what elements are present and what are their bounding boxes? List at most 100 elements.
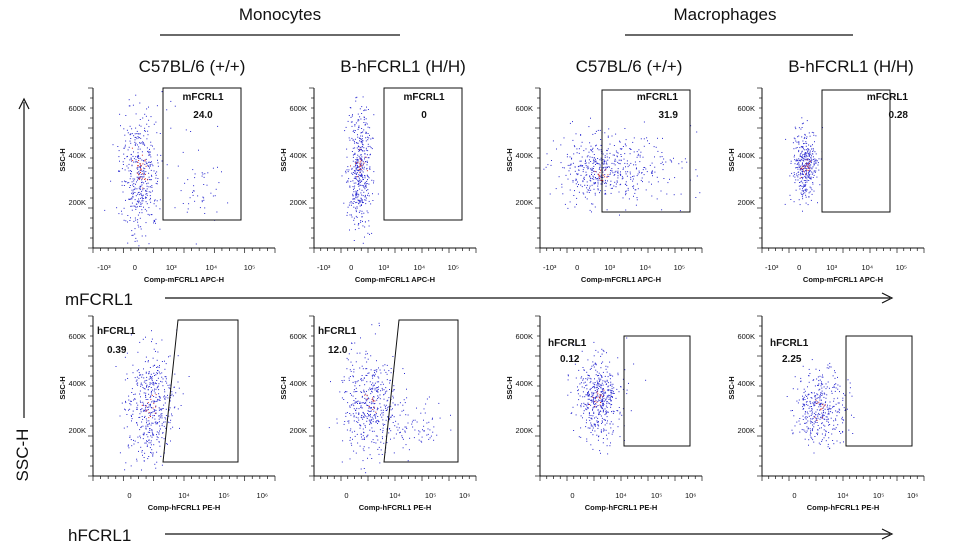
event-dot [800, 158, 802, 160]
event-dot [587, 392, 589, 394]
event-dot [610, 421, 612, 423]
event-dot [143, 392, 145, 394]
event-dot [642, 169, 644, 171]
event-dot [611, 404, 613, 405]
event-dot [367, 179, 368, 181]
event-dot [368, 407, 370, 409]
event-dot [450, 414, 451, 416]
gate-name-label: mFCRL1 [403, 92, 445, 103]
event-dot [822, 374, 823, 376]
x-tick-label: 10⁵ [651, 491, 662, 500]
event-dot [807, 151, 809, 153]
event-dot [387, 406, 389, 408]
event-dot [695, 169, 697, 171]
event-dot [622, 388, 624, 390]
event-dot [363, 191, 365, 193]
event-dot [796, 421, 798, 423]
event-dot [155, 174, 157, 176]
event-dot [569, 167, 571, 169]
event-dot [129, 105, 131, 107]
event-dot [805, 190, 807, 192]
event-dot [357, 170, 359, 171]
event-dot [594, 384, 596, 386]
event-dot [817, 397, 819, 399]
event-dot [600, 401, 602, 403]
event-dot [343, 202, 345, 204]
event-dot [574, 166, 576, 168]
event-dot [372, 388, 374, 390]
event-dot [820, 403, 822, 405]
event-dot [358, 408, 360, 410]
event-dot [582, 417, 583, 419]
event-dot [593, 183, 595, 185]
event-dot [832, 428, 834, 430]
event-dot [814, 158, 816, 160]
event-dot [602, 391, 604, 393]
event-dot [805, 156, 807, 158]
event-dot [188, 203, 190, 205]
event-dot [598, 425, 600, 427]
event-dot [371, 458, 373, 459]
event-dot [142, 374, 144, 376]
event-dot [609, 398, 611, 400]
event-dot [159, 228, 161, 230]
event-dot [376, 390, 378, 392]
event-dot [370, 393, 372, 395]
event-dot [194, 173, 196, 175]
event-dot [389, 417, 390, 419]
event-dot [356, 168, 357, 170]
event-dot [126, 165, 128, 167]
event-dot [177, 381, 179, 383]
event-dot [804, 399, 806, 400]
event-dot [355, 173, 357, 175]
event-dot [597, 417, 599, 419]
event-dot [581, 386, 583, 388]
event-dot [591, 391, 593, 393]
event-dot [138, 165, 139, 167]
event-dot [590, 161, 592, 162]
event-dot [604, 156, 606, 158]
event-dot [138, 174, 139, 176]
event-dot [161, 408, 163, 410]
event-dot [353, 240, 355, 241]
event-dot [610, 399, 612, 401]
event-dot [165, 415, 167, 416]
event-dot [167, 177, 169, 179]
event-dot [802, 186, 804, 188]
event-dot [826, 420, 828, 422]
event-dot [366, 183, 368, 184]
event-dot [634, 189, 636, 191]
event-dot [360, 132, 362, 134]
event-dot [622, 378, 624, 380]
event-dot [836, 415, 838, 417]
event-dot [582, 165, 584, 166]
event-dot [808, 375, 810, 377]
event-dot [804, 390, 806, 392]
event-dot [155, 467, 157, 469]
event-dot [595, 392, 597, 394]
event-dot [363, 450, 365, 452]
event-dot [128, 163, 130, 165]
event-dot [160, 154, 162, 156]
event-dot [352, 172, 354, 173]
event-dot [360, 148, 362, 150]
event-dot [640, 151, 642, 153]
event-dot [429, 437, 431, 439]
event-dot [597, 427, 599, 429]
event-dot [173, 407, 175, 409]
event-dot [802, 176, 804, 178]
event-dot [146, 384, 148, 386]
event-dot [555, 188, 557, 190]
event-dot [140, 409, 142, 411]
x-axis-label: Comp-mFCRL1 APC-H [144, 275, 224, 284]
event-dot [574, 146, 576, 148]
event-dot [659, 156, 661, 158]
event-dot [366, 353, 368, 355]
event-dot [589, 427, 591, 429]
event-dot [357, 380, 359, 382]
event-dot [821, 407, 823, 409]
event-dot [648, 143, 650, 144]
event-dot [157, 180, 158, 182]
event-dot [801, 167, 802, 169]
